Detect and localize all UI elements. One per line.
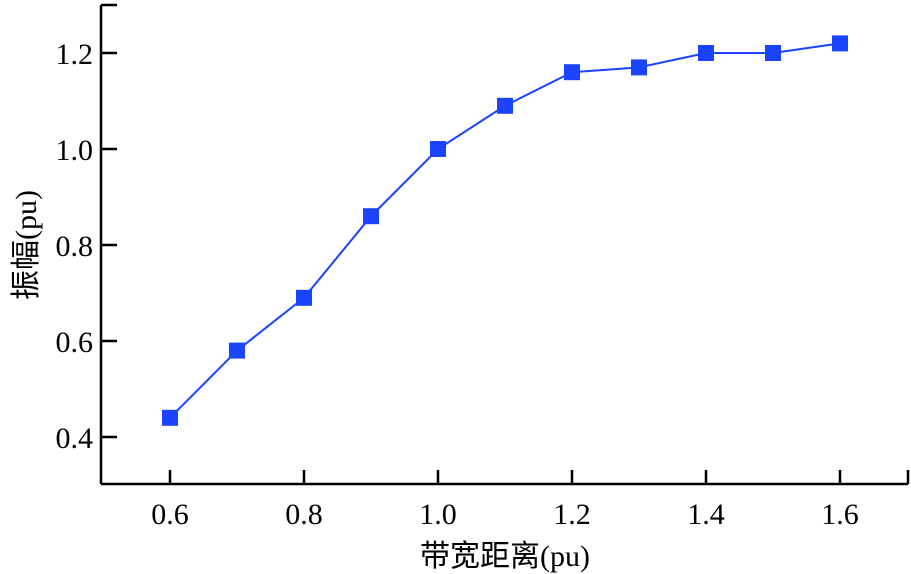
y-tick-label: 0.8	[56, 230, 94, 263]
x-tick-label: 1.2	[553, 498, 591, 531]
x-tick-label: 1.6	[821, 498, 859, 531]
y-tick-label: 1.0	[56, 134, 94, 167]
x-tick-label: 0.8	[285, 498, 323, 531]
y-tick-label: 0.4	[56, 422, 94, 455]
data-point-marker	[564, 64, 580, 81]
y-tick-label: 0.6	[56, 326, 94, 359]
x-tick-label: 0.6	[151, 498, 189, 531]
data-point-marker	[631, 59, 647, 76]
data-point-marker	[832, 35, 848, 52]
y-axis-title: 振幅(pu)	[10, 190, 43, 300]
data-point-marker	[229, 342, 245, 359]
x-tick-label: 1.0	[419, 498, 457, 531]
data-point-marker	[430, 141, 446, 157]
data-point-marker	[296, 289, 312, 306]
data-point-marker	[765, 45, 781, 61]
axes	[99, 3, 910, 486]
data-point-marker	[698, 45, 714, 61]
x-tick-label: 1.4	[687, 498, 725, 531]
y-tick-label: 1.2	[56, 38, 94, 71]
data-series	[162, 35, 848, 426]
data-point-marker	[497, 97, 513, 114]
data-point-marker	[363, 208, 379, 225]
x-axis-ticks: 0.6 0.8 1.0 1.2 1.4 1.6	[151, 470, 859, 531]
x-axis-title: 带宽距离(pu)	[420, 540, 590, 573]
data-point-marker	[162, 409, 178, 426]
y-axis-ticks: 0.4 0.6 0.8 1.0 1.2	[56, 38, 117, 455]
